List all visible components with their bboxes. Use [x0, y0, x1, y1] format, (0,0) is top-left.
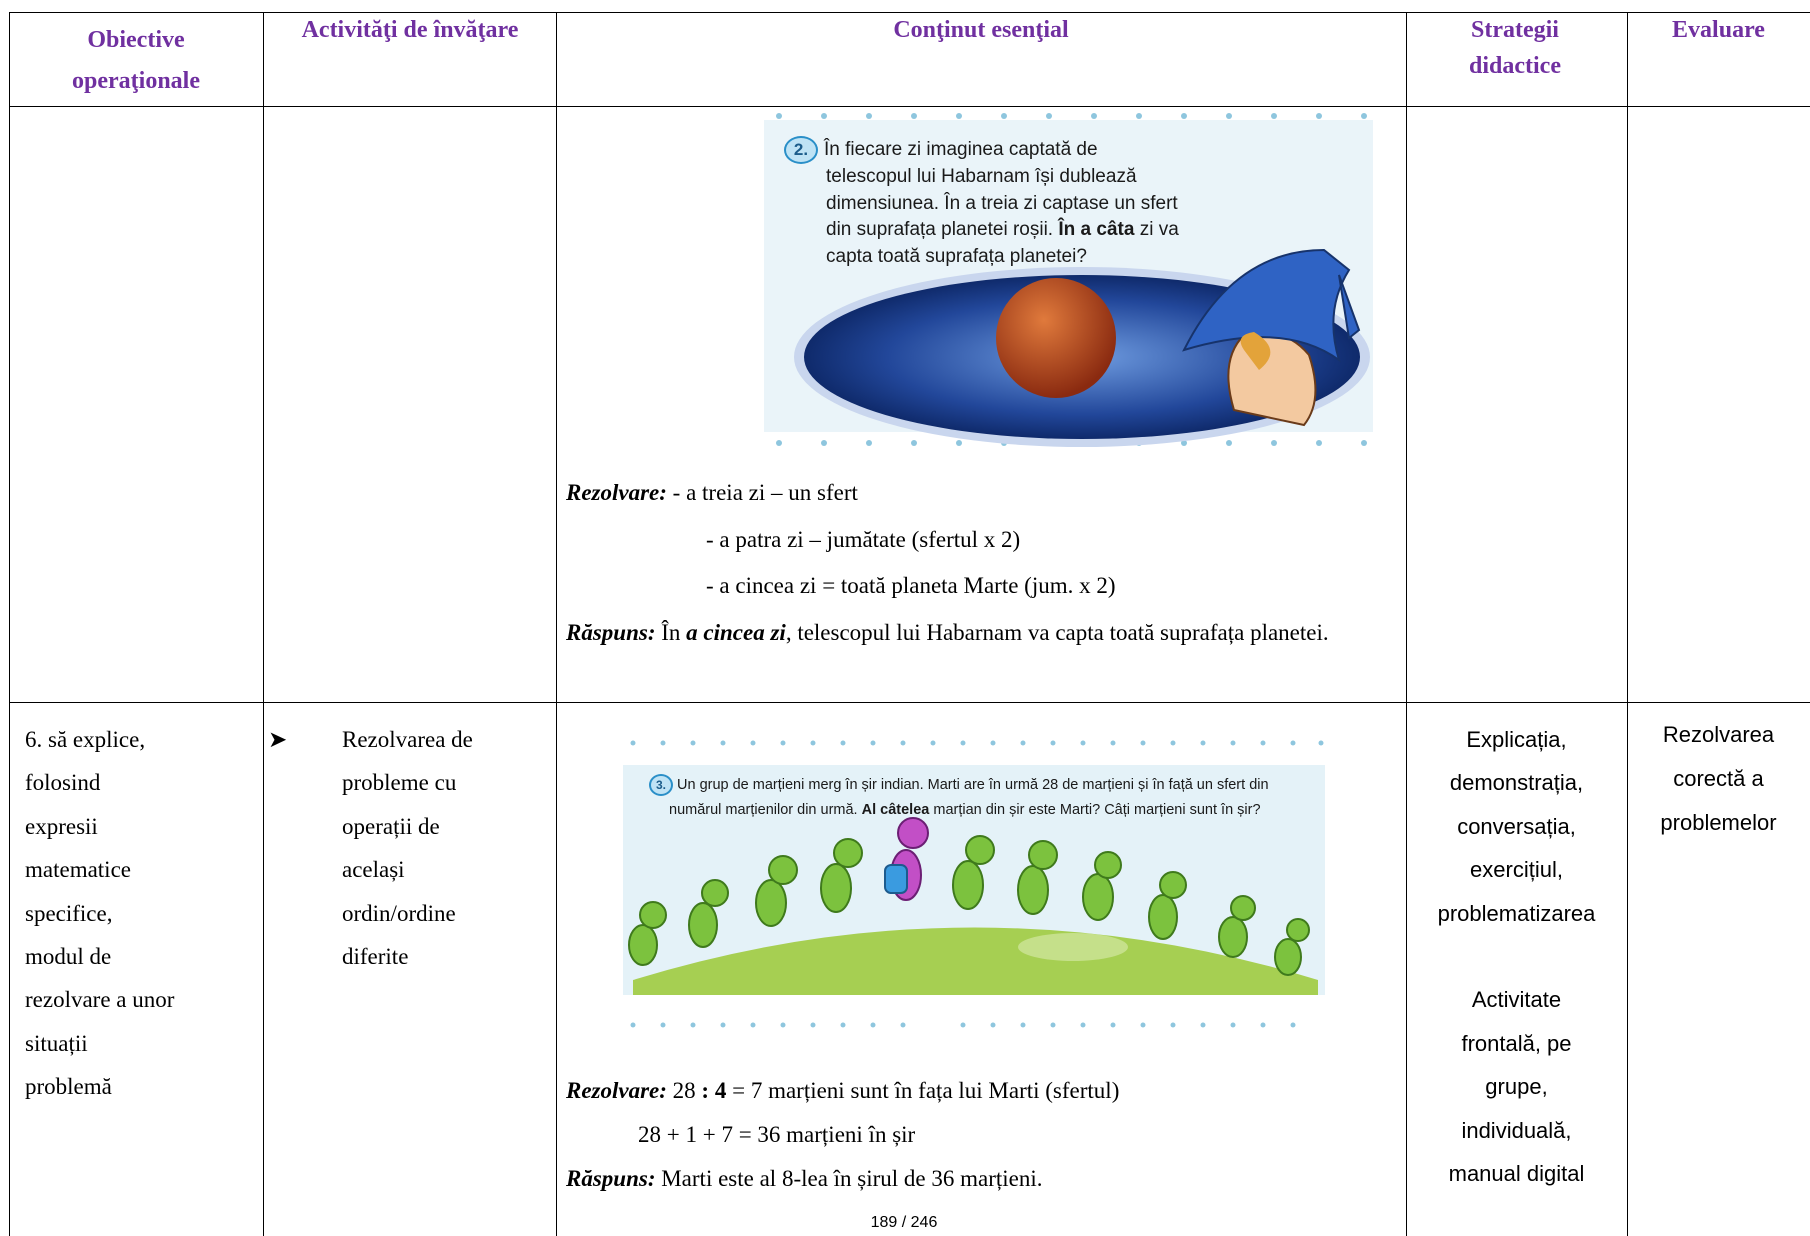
text-line: problemă: [25, 1074, 112, 1100]
answer-label: Răspuns:: [566, 619, 656, 645]
text-line: Activitate: [1471, 987, 1562, 1013]
answer-text: Marti este al 8-lea în șirul de 36 marți…: [661, 1166, 1043, 1191]
text-line: operații de: [342, 813, 440, 839]
answer-text: , telescopul lui Habarnam va capta toată…: [785, 619, 1329, 645]
text-line: folosind: [25, 770, 101, 796]
problem-line: Un grup de marțieni merg în șir indian. …: [677, 777, 1269, 793]
illustration-art: [764, 113, 1373, 447]
header-cell: Activităţi de învăţare: [301, 17, 519, 43]
header-cell: Conţinut esenţial: [893, 17, 1069, 43]
header-cell: Evaluare: [1672, 17, 1765, 43]
table-border: [1627, 12, 1628, 1236]
problem-emphasis: În a câta: [1058, 219, 1135, 240]
solution-text: 28: [672, 1078, 696, 1103]
illustration-art: [623, 737, 1325, 1029]
problem-line: telescopul lui Habarnam își dublează: [826, 166, 1137, 187]
strategy-group: Explicația, demonstrația, conversația, exer…: [1406, 718, 1627, 935]
problem-line: din suprafața planetei roșii.: [826, 219, 1054, 240]
text-line: frontală, pe: [1461, 1030, 1572, 1056]
strategy-group: Activitate frontală, pe grupe, individuală,…: [1406, 978, 1627, 1195]
answer-emphasis: a cincea zi: [686, 619, 786, 645]
text-line: matematice: [25, 857, 131, 883]
illustration: 2. În fiecare zi imaginea captată de tele…: [764, 110, 1373, 452]
text-line: problemelor: [1660, 810, 1777, 835]
problem-number: 2.: [784, 136, 818, 164]
text-line: individuală,: [1461, 1117, 1572, 1143]
problem-text: 3. Un grup de marțieni merg în șir indian…: [649, 773, 1269, 823]
page-number: 189 / 246: [870, 1214, 938, 1231]
text-line: același: [342, 857, 405, 883]
objective: 6. să explice, folosind expresii matematice…: [25, 718, 260, 1109]
text-line: Rezolvarea de: [342, 727, 473, 752]
evaluation: Rezolvarea corectă a problemelor: [1627, 713, 1810, 845]
problem-emphasis: Al câtelea: [861, 802, 930, 818]
text-line: corectă a: [1673, 766, 1764, 791]
text-line: demonstrația,: [1449, 770, 1584, 796]
problem-line: capta toată suprafața planetei?: [826, 245, 1087, 267]
text-line: Rezolvarea: [1662, 722, 1775, 747]
table-border: [263, 12, 264, 1236]
problem-number: 3.: [649, 774, 673, 796]
table-border: [9, 106, 1810, 107]
problem-text: 2. În fiecare zi imaginea captată de tele…: [784, 136, 1179, 270]
text-line: situații: [25, 1030, 88, 1056]
table-border: [1406, 12, 1407, 1236]
text-line: diferite: [342, 944, 409, 970]
problem-line: marțian din șir este Marti? Câți marțien…: [933, 802, 1261, 818]
strategies: Explicația, demonstrația, conversația, exer…: [1406, 718, 1627, 1195]
solution-label: Rezolvare:: [566, 480, 667, 505]
problem-line: dimensiunea. În a treia zi captase un sf…: [826, 192, 1178, 214]
solution-line: - a treia zi – un sfert: [672, 480, 858, 505]
solution-text: = 7 marțieni sunt în fața lui Marti (sfe…: [732, 1078, 1120, 1103]
solution-line: - a cincea zi = toată planeta Marte (jum…: [706, 573, 1116, 598]
problem-line: zi va: [1139, 219, 1179, 240]
text-line: modul de: [25, 944, 112, 970]
table-border: [9, 702, 1810, 703]
answer-text: În: [661, 619, 681, 645]
solution-emphasis: : 4: [701, 1078, 727, 1103]
text-line: conversația,: [1457, 813, 1576, 839]
problem-line: numărul marțienilor din urmă.: [669, 802, 858, 818]
solution-line: 28 + 1 + 7 = 36 marțieni în șir: [638, 1122, 916, 1147]
bullet: ➤: [268, 727, 288, 752]
solution: Rezolvare: 28 : 4 = 7 marțieni sunt în f…: [566, 1069, 1396, 1201]
table-border: [9, 12, 10, 1236]
answer-label: Răspuns:: [566, 1166, 656, 1191]
activity: Rezolvarea de probleme cu operații de acela…: [342, 718, 552, 978]
text-line: rezolvare a unor: [25, 987, 175, 1013]
text-line: ordin/ordine: [342, 900, 456, 926]
solution-label: Rezolvare:: [566, 1078, 667, 1103]
illustration: 3. Un grup de marțieni merg în șir indian…: [623, 725, 1325, 1042]
text-line: 6. să explice,: [25, 727, 146, 752]
text-line: probleme cu: [342, 770, 457, 796]
text-line: manual digital: [1448, 1161, 1585, 1187]
text-line: expresii: [25, 813, 98, 839]
header-cell: Obiective operaţionale: [72, 27, 200, 94]
table-border: [9, 12, 1810, 13]
text-line: exercițiul,: [1470, 857, 1563, 883]
text-line: specifice,: [25, 900, 113, 926]
text-line: grupe,: [1485, 1074, 1548, 1100]
text-line: problematizarea: [1437, 900, 1596, 926]
header-cell: Strategii didactice: [1469, 17, 1561, 79]
problem-line: În fiecare zi imaginea captată de: [824, 139, 1098, 160]
text-line: Explicația,: [1466, 727, 1567, 752]
table-border: [556, 12, 557, 1236]
solution-line: - a patra zi – jumătate (sfertul x 2): [706, 526, 1021, 552]
solution: Rezolvare: - a treia zi – un sfert - a p…: [566, 470, 1378, 656]
